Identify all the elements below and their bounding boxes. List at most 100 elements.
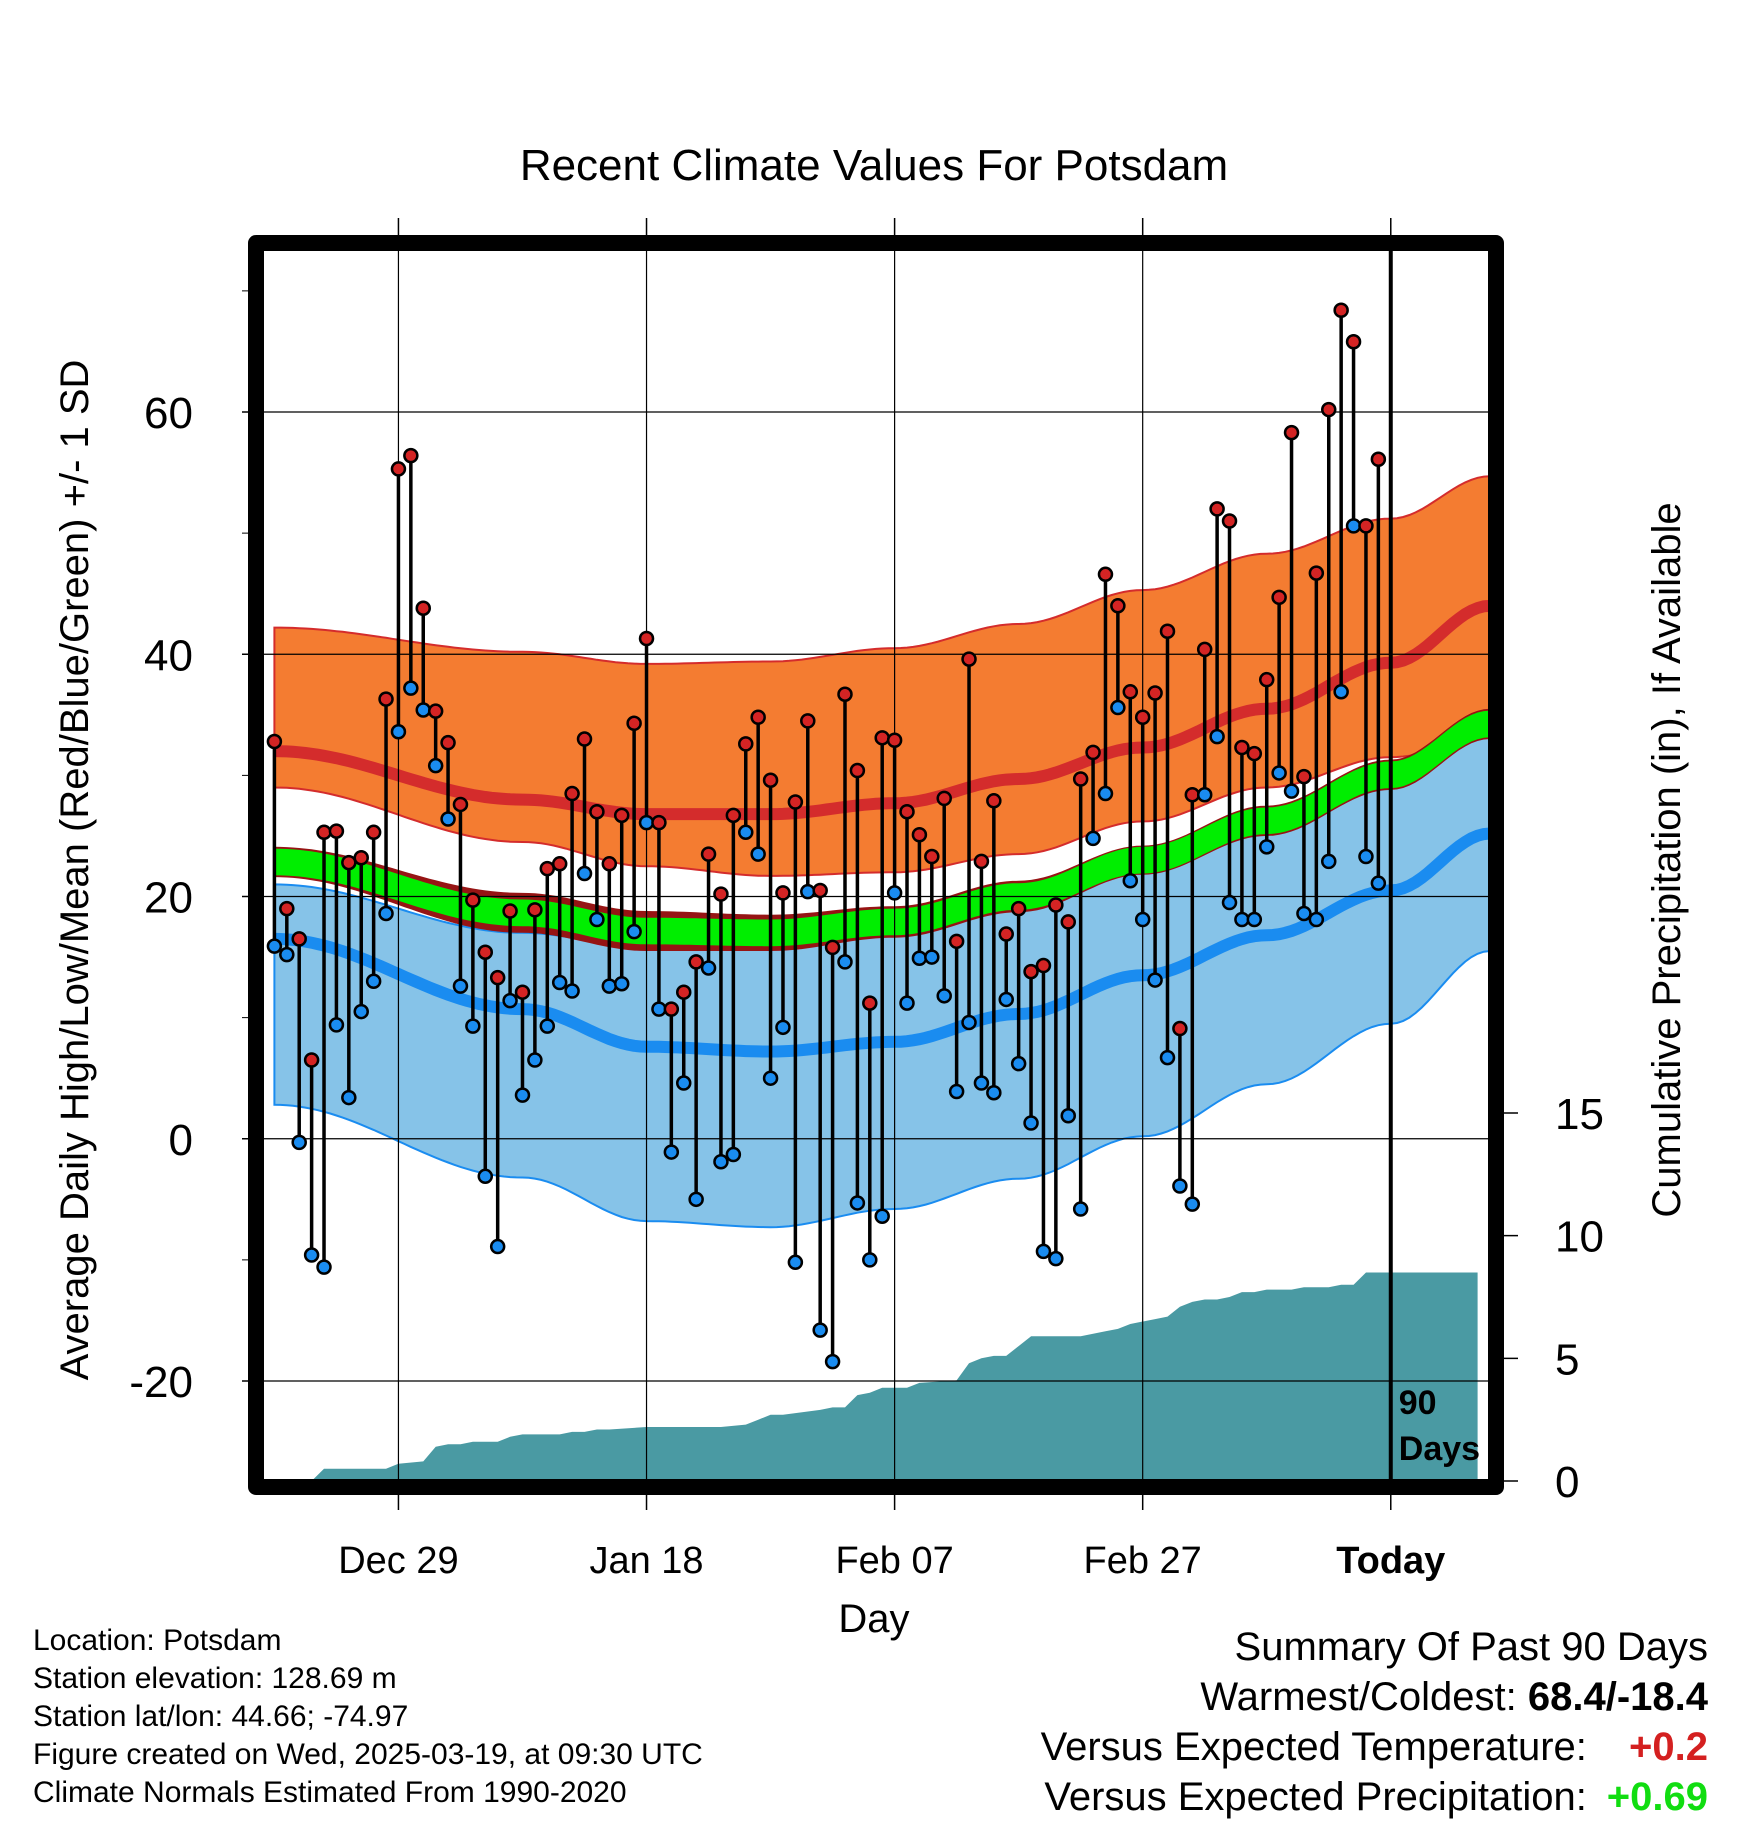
- mean-normal-line: [274, 710, 1490, 947]
- daily-high-point: [886, 732, 903, 748]
- daily-high-point: [1370, 451, 1387, 467]
- daily-high-point: [936, 790, 952, 807]
- daily-high-point: [1122, 684, 1139, 700]
- summary-heading: Summary Of Past 90 Days: [1234, 1625, 1708, 1669]
- daily-high-point: [589, 803, 605, 820]
- daily-high-point: [700, 846, 717, 862]
- daily-low-point: [713, 1154, 729, 1170]
- daily-low-point: [551, 974, 568, 991]
- daily-high-point: [316, 824, 332, 841]
- daily-low-point: [365, 973, 382, 990]
- daily-high-point: [1184, 787, 1201, 803]
- daily-high-point: [1023, 963, 1039, 980]
- daily-high-point: [651, 814, 667, 831]
- daily-low-point: [303, 1247, 320, 1263]
- warmest-coldest-row: Warmest/Coldest: 68.4/-18.4: [1041, 1672, 1708, 1722]
- daily-low-point: [1308, 911, 1325, 928]
- elevation-text: Station elevation: 128.69 m: [33, 1662, 397, 1695]
- daily-low-point: [564, 983, 580, 999]
- daily-low-point: [700, 960, 717, 976]
- summary-panel: Summary Of Past 90 Days Warmest/Coldest:…: [1041, 1622, 1708, 1822]
- daily-low-point: [1196, 787, 1213, 803]
- precip-delta-row: Versus Expected Precipitation: +0.69: [1041, 1772, 1708, 1822]
- plot-frame: [248, 235, 1504, 1495]
- temp-delta-value: +0.2: [1629, 1725, 1708, 1769]
- daily-low-point: [824, 1353, 841, 1370]
- daily-low-point: [353, 1003, 369, 1020]
- daily-low-point: [316, 1259, 332, 1275]
- daily-high-point: [998, 926, 1014, 942]
- daily-high-point: [477, 944, 494, 960]
- daily-high-point: [514, 984, 531, 1000]
- daily-high-point: [874, 730, 890, 746]
- daily-low-point: [911, 950, 928, 967]
- chart-title: Recent Climate Values For Potsdam: [520, 141, 1228, 190]
- daily-high-point: [613, 807, 630, 824]
- daily-low-point: [1209, 728, 1225, 745]
- daily-high-point: [576, 731, 593, 747]
- daily-low-point: [1097, 785, 1114, 802]
- daily-low-point: [775, 1019, 791, 1036]
- daily-high-point: [1085, 744, 1101, 761]
- normals-text: Climate Normals Estimated From 1990-2020: [33, 1776, 627, 1809]
- daily-high-point: [403, 447, 419, 464]
- daily-high-point: [675, 984, 692, 1000]
- daily-low-point: [738, 824, 754, 841]
- daily-low-point: [973, 1075, 990, 1091]
- y-right-tick-label: 10: [1555, 1213, 1604, 1262]
- daily-high-point: [1072, 771, 1089, 787]
- daily-high-point: [1048, 897, 1064, 913]
- y-left-axis-title: Average Daily High/Low/Mean (Red/Blue/Gr…: [53, 360, 97, 1381]
- daily-high-point: [279, 900, 295, 917]
- precip-delta-value: +0.69: [1606, 1775, 1708, 1819]
- created-text: Figure created on Wed, 2025-03-19, at 09…: [33, 1738, 703, 1771]
- today-marker-label-1: 90: [1399, 1384, 1437, 1422]
- daily-low-point: [837, 954, 853, 970]
- daily-low-point: [1345, 518, 1362, 534]
- daily-high-point: [1345, 333, 1362, 350]
- daily-low-point: [1048, 1250, 1064, 1267]
- daily-high-point: [291, 931, 307, 947]
- daily-low-point: [291, 1134, 307, 1151]
- x-tick-label: Feb 07: [835, 1540, 953, 1582]
- daily-high-point: [973, 853, 990, 870]
- x-tick-label: Dec 29: [338, 1540, 458, 1582]
- station-info: Location: Potsdam Station elevation: 128…: [33, 1622, 703, 1812]
- daily-high-point: [824, 939, 841, 956]
- daily-low-point: [750, 846, 766, 862]
- daily-high-point: [1221, 513, 1238, 529]
- temp-delta-row: Versus Expected Temperature: +0.2: [1041, 1722, 1708, 1772]
- daily-low-point: [874, 1208, 890, 1225]
- y-right-tick-label: 0: [1555, 1458, 1579, 1507]
- daily-low-point: [489, 1238, 506, 1255]
- daily-low-point: [477, 1168, 494, 1185]
- daily-low-point: [936, 988, 952, 1004]
- daily-high-point: [1172, 1020, 1188, 1037]
- daily-high-point: [638, 630, 655, 647]
- daily-low-point: [328, 1017, 345, 1033]
- daily-high-point: [800, 713, 816, 729]
- daily-high-point: [1097, 566, 1114, 583]
- daily-low-point: [1159, 1049, 1176, 1066]
- daily-low-point: [527, 1052, 543, 1068]
- y-left-tick-label: 40: [144, 631, 193, 680]
- daily-low-point: [1184, 1196, 1201, 1212]
- daily-high-point: [527, 902, 543, 918]
- daily-high-point: [1060, 914, 1077, 930]
- today-marker-label-2: Days: [1399, 1430, 1480, 1468]
- daily-low-point: [762, 1070, 779, 1086]
- daily-high-point: [986, 793, 1002, 809]
- daily-low-point: [849, 1195, 866, 1211]
- daily-low-point: [589, 911, 605, 928]
- y-right-axis-title: Cumulative Precipitation (in), If Availa…: [1645, 502, 1689, 1217]
- daily-low-point: [465, 1018, 481, 1034]
- daily-low-point: [378, 905, 394, 922]
- daily-high-point: [961, 651, 977, 667]
- daily-high-point: [1271, 589, 1287, 606]
- y-right-tick-label: 15: [1555, 1090, 1604, 1139]
- daily-low-point: [539, 1018, 556, 1034]
- daily-low-point: [502, 992, 518, 1009]
- y-left-tick-label: -20: [129, 1358, 193, 1407]
- location-text: Location: Potsdam: [33, 1624, 282, 1657]
- daily-high-point: [899, 803, 915, 820]
